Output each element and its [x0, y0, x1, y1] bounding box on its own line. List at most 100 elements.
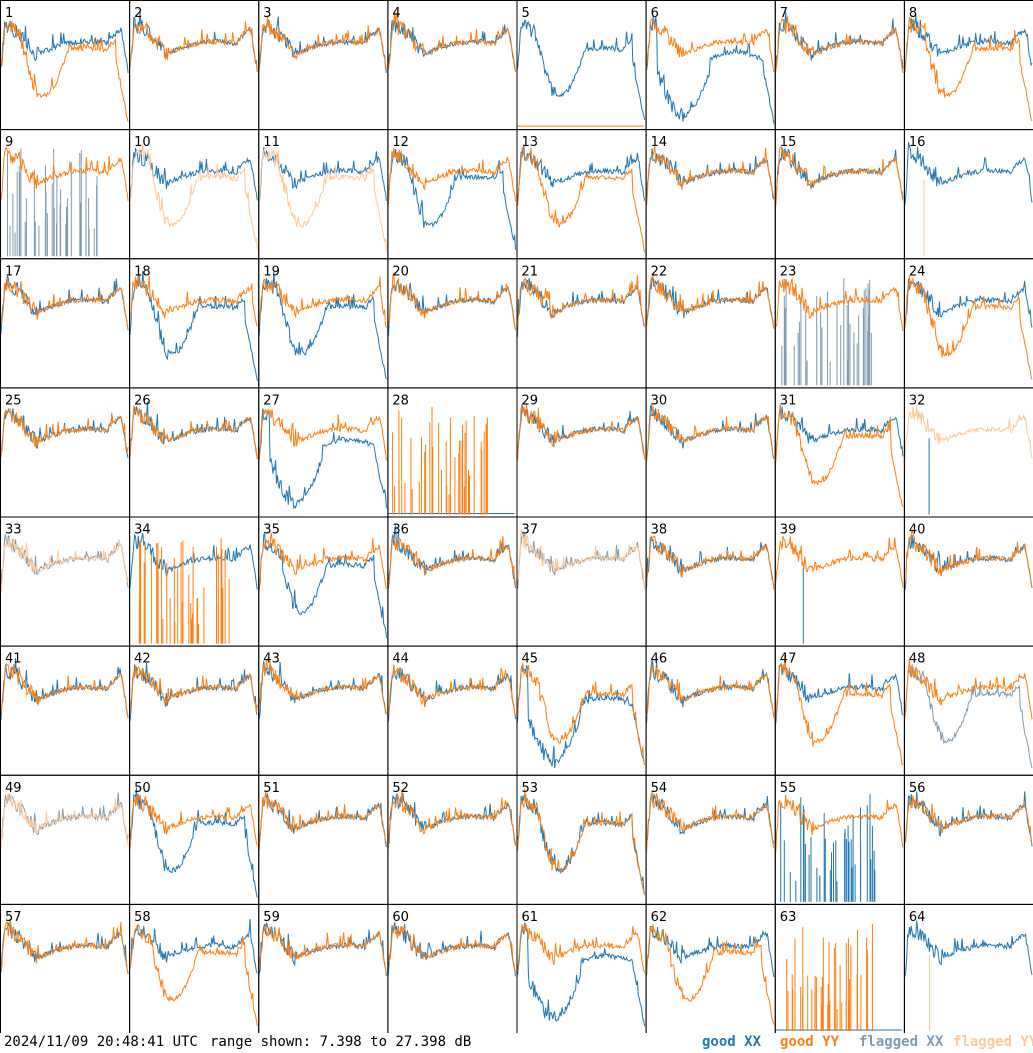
trace-xx-54	[646, 793, 775, 844]
trace-xx-25	[0, 407, 129, 459]
trace-yy-37	[517, 529, 646, 590]
panel-border-4	[387, 0, 518, 131]
trace-xx-19	[258, 271, 387, 380]
panel-label-4: 4	[392, 6, 400, 21]
panel-4: 4	[387, 0, 518, 131]
panel-53: 53	[516, 774, 647, 905]
panel-17: 17	[0, 258, 131, 389]
trace-yy-12	[387, 147, 516, 205]
trace-xx-31	[775, 404, 904, 457]
trace-xx-34	[129, 533, 258, 590]
trace-xx-41	[0, 657, 129, 721]
panel-58: 58	[129, 903, 260, 1033]
trace-yy-38	[646, 535, 775, 590]
trace-xx-55	[780, 794, 876, 902]
panel-label-23: 23	[780, 264, 797, 279]
panel-label-46: 46	[651, 652, 668, 667]
panel-1: 1	[0, 0, 131, 131]
panel-60: 60	[387, 903, 518, 1033]
panel-label-24: 24	[909, 264, 926, 279]
trace-yy-47	[775, 655, 904, 766]
trace-xx-14	[646, 148, 775, 204]
panel-label-49: 49	[5, 781, 22, 796]
panel-label-35: 35	[263, 523, 280, 538]
panel-border-8	[903, 0, 1033, 131]
trace-yy-30	[646, 405, 775, 462]
timestamp: 2024/11/09 20:48:41 UTC	[4, 1034, 198, 1050]
panel-36: 36	[387, 516, 518, 647]
panel-label-43: 43	[263, 652, 280, 667]
panel-label-11: 11	[263, 135, 280, 150]
trace-yy-52	[387, 788, 516, 849]
panel-33: 33	[0, 516, 131, 647]
trace-xx-50	[129, 787, 258, 898]
trace-yy-18	[129, 274, 258, 327]
legend-flagged-yy: flagged YY	[953, 1034, 1033, 1050]
panel-label-33: 33	[5, 523, 22, 538]
panel-28: 28	[387, 387, 518, 518]
panel-57: 57	[0, 903, 131, 1033]
panel-35: 35	[258, 516, 389, 647]
panel-label-10: 10	[134, 135, 151, 150]
panel-61: 61	[516, 903, 647, 1033]
trace-xx-1	[0, 21, 129, 74]
trace-yy-27	[258, 408, 387, 461]
panel-label-6: 6	[651, 6, 659, 21]
panel-7: 7	[774, 0, 905, 131]
trace-xx-13	[517, 145, 646, 204]
trace-yy-9	[0, 145, 129, 202]
trace-xx-7	[775, 11, 904, 71]
trace-xx-42	[129, 662, 258, 721]
trace-yy-50	[129, 794, 258, 850]
panel-label-5: 5	[522, 6, 530, 21]
trace-yy-61	[517, 923, 646, 974]
range-text: range shown: 7.398 to 27.398 dB	[210, 1034, 472, 1050]
trace-yy-35	[258, 532, 387, 591]
panel-59: 59	[258, 903, 389, 1033]
panel-label-34: 34	[134, 523, 151, 538]
panel-11: 11	[258, 129, 389, 260]
trace-xx-49	[0, 792, 129, 841]
panel-label-29: 29	[522, 393, 539, 408]
trace-yy-54	[646, 790, 775, 853]
trace-yy-63	[786, 924, 873, 1031]
panel-label-13: 13	[522, 135, 539, 150]
trace-yy-24	[904, 275, 1033, 380]
trace-xx-5	[517, 19, 646, 121]
trace-yy-26	[129, 405, 258, 459]
trace-yy-8	[904, 17, 1033, 122]
panel-border-1	[0, 0, 131, 131]
panel-label-39: 39	[780, 523, 797, 538]
trace-xx-23	[781, 278, 872, 386]
trace-xx-44	[387, 667, 516, 723]
panel-44: 44	[387, 645, 518, 776]
trace-yy-3	[258, 16, 387, 71]
trace-xx-33	[0, 534, 129, 588]
panel-34: 34	[129, 516, 260, 647]
panel-label-15: 15	[780, 135, 797, 150]
trace-xx-46	[646, 659, 775, 724]
trace-xx-43	[258, 660, 387, 719]
panel-9: 9	[0, 129, 131, 260]
panel-label-48: 48	[909, 652, 926, 667]
panel-6: 6	[645, 0, 776, 131]
panel-label-58: 58	[134, 910, 151, 925]
panel-border-7	[774, 0, 905, 131]
trace-xx-12	[387, 149, 516, 250]
panel-label-60: 60	[392, 910, 409, 925]
panel-label-37: 37	[522, 523, 539, 538]
trace-yy-58	[129, 923, 258, 1027]
legend-good-yy: good YY	[780, 1034, 840, 1050]
trace-yy-6	[646, 17, 775, 72]
panel-label-62: 62	[651, 910, 668, 925]
panel-label-21: 21	[522, 264, 539, 279]
panel-label-64: 64	[909, 910, 926, 925]
panel-label-30: 30	[651, 393, 668, 408]
panel-41: 41	[0, 645, 131, 776]
trace-xx-4	[387, 20, 516, 72]
panel-label-27: 27	[263, 393, 280, 408]
panel-label-14: 14	[651, 135, 668, 150]
trace-yy-32	[904, 404, 1033, 464]
panel-label-53: 53	[522, 781, 539, 796]
